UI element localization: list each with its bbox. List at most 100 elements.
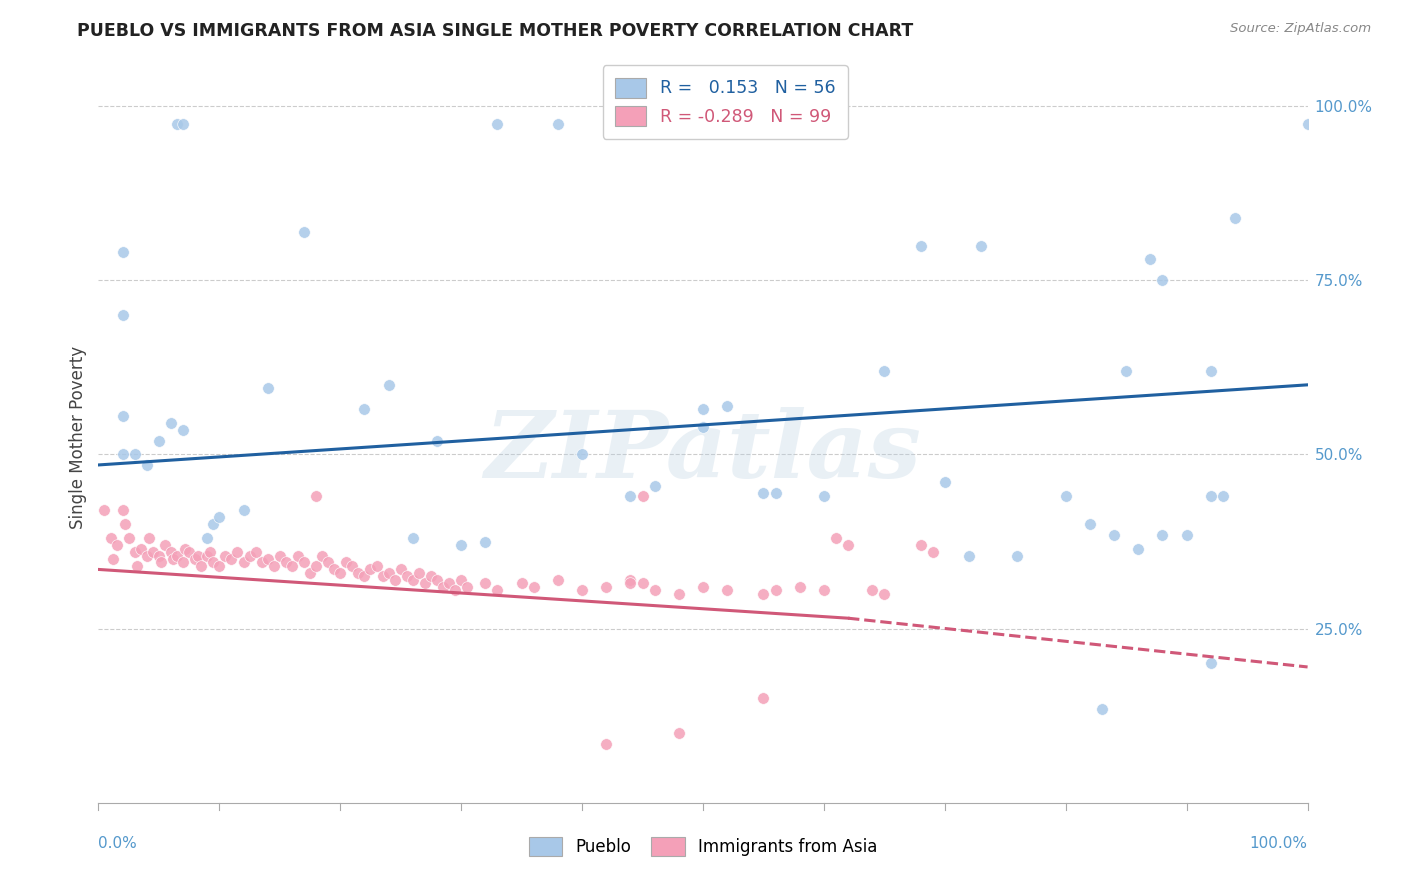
Point — [1054, 489, 1077, 503]
Point — [1199, 657, 1222, 671]
Point — [360, 562, 382, 576]
Point — [474, 534, 496, 549]
Point — [172, 556, 194, 570]
Point — [111, 308, 134, 322]
Point — [172, 117, 194, 131]
Point — [274, 556, 297, 570]
Point — [184, 552, 207, 566]
Point — [1128, 541, 1150, 556]
Point — [195, 531, 218, 545]
Text: 100.0%: 100.0% — [1250, 836, 1308, 851]
Point — [716, 583, 738, 598]
Point — [214, 549, 236, 563]
Point — [208, 558, 231, 573]
Point — [127, 558, 149, 573]
Point — [408, 566, 430, 580]
Point — [160, 545, 183, 559]
Point — [426, 434, 449, 448]
Point — [129, 541, 152, 556]
Point — [437, 576, 460, 591]
Point — [305, 558, 328, 573]
Point — [571, 448, 593, 462]
Point — [765, 583, 787, 598]
Point — [1115, 364, 1137, 378]
Point — [353, 569, 375, 583]
Point — [631, 489, 654, 503]
Point — [114, 517, 136, 532]
Point — [239, 549, 262, 563]
Point — [172, 423, 194, 437]
Point — [752, 485, 775, 500]
Text: 0.0%: 0.0% — [98, 836, 138, 851]
Point — [162, 552, 184, 566]
Point — [135, 549, 157, 563]
Point — [179, 545, 201, 559]
Point — [329, 566, 352, 580]
Point — [138, 531, 160, 545]
Point — [148, 434, 170, 448]
Point — [426, 573, 449, 587]
Point — [692, 580, 714, 594]
Point — [316, 556, 339, 570]
Point — [716, 399, 738, 413]
Point — [1152, 527, 1174, 541]
Point — [389, 562, 412, 576]
Point — [342, 558, 364, 573]
Point — [221, 552, 243, 566]
Point — [619, 489, 641, 503]
Point — [377, 566, 399, 580]
Point — [142, 545, 165, 559]
Point — [1212, 489, 1234, 503]
Point — [1223, 211, 1246, 225]
Legend: Pueblo, Immigrants from Asia: Pueblo, Immigrants from Asia — [517, 825, 889, 868]
Point — [1152, 273, 1174, 287]
Point — [232, 556, 254, 570]
Point — [486, 583, 509, 598]
Point — [118, 531, 141, 545]
Text: ZIPatlas: ZIPatlas — [485, 407, 921, 497]
Point — [474, 576, 496, 591]
Point — [432, 580, 454, 594]
Point — [1175, 527, 1198, 541]
Point — [619, 576, 641, 591]
Point — [813, 489, 835, 503]
Point — [202, 517, 225, 532]
Point — [644, 479, 666, 493]
Point — [366, 558, 388, 573]
Point — [631, 576, 654, 591]
Point — [111, 448, 134, 462]
Point — [873, 587, 896, 601]
Point — [190, 558, 212, 573]
Point — [148, 549, 170, 563]
Point — [402, 573, 425, 587]
Point — [910, 538, 932, 552]
Point — [813, 583, 835, 598]
Y-axis label: Single Mother Poverty: Single Mother Poverty — [69, 345, 87, 529]
Point — [547, 117, 569, 131]
Point — [166, 117, 188, 131]
Point — [105, 538, 128, 552]
Point — [595, 580, 617, 594]
Text: PUEBLO VS IMMIGRANTS FROM ASIA SINGLE MOTHER POVERTY CORRELATION CHART: PUEBLO VS IMMIGRANTS FROM ASIA SINGLE MO… — [77, 22, 914, 40]
Point — [195, 549, 218, 563]
Point — [934, 475, 956, 490]
Point — [281, 558, 304, 573]
Point — [765, 485, 787, 500]
Point — [311, 549, 333, 563]
Point — [202, 556, 225, 570]
Point — [450, 538, 472, 552]
Point — [644, 583, 666, 598]
Point — [124, 545, 146, 559]
Point — [256, 381, 278, 395]
Point — [970, 238, 993, 252]
Point — [269, 549, 291, 563]
Point — [510, 576, 533, 591]
Point — [323, 562, 346, 576]
Point — [619, 573, 641, 587]
Point — [860, 583, 883, 598]
Point — [1199, 489, 1222, 503]
Point — [299, 566, 322, 580]
Point — [789, 580, 811, 594]
Point — [208, 510, 231, 524]
Point — [1007, 549, 1029, 563]
